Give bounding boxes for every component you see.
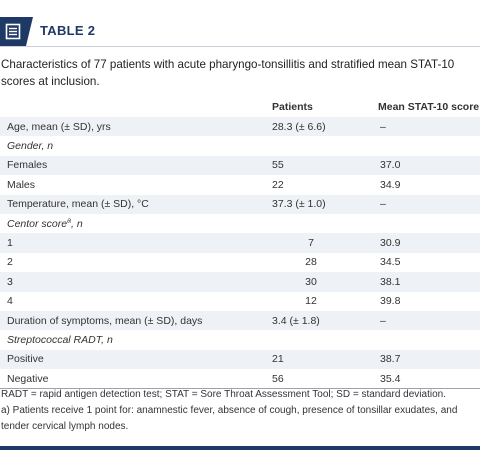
score-cell: 30.9 <box>378 233 480 253</box>
patients-cell <box>272 214 378 233</box>
row-label: Centor scorea, n <box>7 217 83 230</box>
score-cell: – <box>378 194 480 214</box>
score-cell: 34.5 <box>380 256 401 269</box>
score-cell: 35.4 <box>378 369 480 390</box>
header-divider <box>0 46 480 47</box>
table-row: Centor scorea, n <box>0 214 480 233</box>
table-row: 1 7 30.9 <box>0 233 480 253</box>
patients-cell: 3.4 (± 1.8) <box>272 310 378 331</box>
row-label: Females <box>0 155 272 176</box>
header-slant <box>26 17 33 46</box>
document-icon <box>5 23 21 40</box>
bottom-rule <box>0 446 480 450</box>
row-label: Males <box>7 178 36 191</box>
table-row: Negative 56 35.4 <box>0 369 480 390</box>
table-row: 3 30 38.1 <box>0 272 480 292</box>
row-label: Negative <box>0 369 272 390</box>
row-label: 3 <box>0 272 272 292</box>
table-row: Males 22 34.9 <box>0 175 480 194</box>
score-cell <box>378 330 480 349</box>
table-caption: Characteristics of 77 patients with acut… <box>1 58 455 88</box>
table-header: TABLE 2 <box>0 17 480 47</box>
row-label: 2 <box>7 256 13 269</box>
score-cell <box>378 214 480 233</box>
score-cell: 38.1 <box>378 272 480 292</box>
patients-cell: 28 <box>305 256 317 269</box>
table-row: Age, mean (± SD), yrs 28.3 (± 6.6) – <box>0 117 480 137</box>
score-cell <box>378 136 480 155</box>
score-cell: 37.0 <box>378 155 480 176</box>
patients-cell: 30 <box>272 272 378 292</box>
footnote-abbreviations: RADT = rapid antigen detection test; STA… <box>1 389 446 400</box>
table-body: Age, mean (± SD), yrs 28.3 (± 6.6) – Gender… <box>0 117 480 390</box>
score-cell: 38.7 <box>378 349 480 370</box>
table-row: Gender, n <box>0 136 480 155</box>
patients-cell: 56 <box>272 369 378 390</box>
patients-cell <box>272 330 378 349</box>
table-row: 2 28 34.5 <box>0 253 480 272</box>
table-header-row: Patients Mean STAT-10 score <box>0 96 480 117</box>
column-header-score: Mean STAT-10 score <box>378 100 480 113</box>
score-cell: 34.9 <box>380 178 401 191</box>
row-label: 4 <box>7 295 13 308</box>
patients-cell: 21 <box>272 349 378 370</box>
table-title: TABLE 2 <box>40 23 96 38</box>
table-row: 4 12 39.8 <box>0 292 480 311</box>
patients-cell: 12 <box>305 295 317 308</box>
score-cell: – <box>378 310 480 331</box>
patients-cell: 28.3 (± 6.6) <box>272 117 378 137</box>
row-label: Temperature, mean (± SD), °C <box>0 194 272 214</box>
column-header-patients: Patients <box>272 100 313 113</box>
table-row: Temperature, mean (± SD), °C 37.3 (± 1.0)… <box>0 194 480 214</box>
score-cell: 39.8 <box>380 295 401 308</box>
row-label: Gender, n <box>7 140 54 153</box>
table-row: Duration of symptoms, mean (± SD), days 3… <box>0 310 480 331</box>
patients-cell: 22 <box>272 178 284 191</box>
footnotes: RADT = rapid antigen detection test; STA… <box>1 387 471 435</box>
header-icon-box <box>0 17 26 46</box>
patients-cell: 37.3 (± 1.0) <box>272 194 378 214</box>
patients-cell <box>272 136 378 155</box>
row-label: Positive <box>0 349 272 370</box>
table-row: Positive 21 38.7 <box>0 349 480 370</box>
row-label: Age, mean (± SD), yrs <box>0 117 272 137</box>
row-label: Streptococcal RADT, n <box>7 333 113 346</box>
table-row: Streptococcal RADT, n <box>0 330 480 349</box>
row-label: Duration of symptoms, mean (± SD), days <box>0 310 272 331</box>
table-row: Females 55 37.0 <box>0 155 480 176</box>
column-header-label <box>0 96 272 117</box>
footnote-a: a) Patients receive 1 point for: anamnes… <box>1 405 458 432</box>
characteristics-table: Patients Mean STAT-10 score Age, mean (±… <box>0 96 480 390</box>
score-cell: – <box>378 117 480 137</box>
patients-cell: 7 <box>272 233 378 253</box>
patients-cell: 55 <box>272 155 378 176</box>
row-label: 1 <box>0 233 272 253</box>
